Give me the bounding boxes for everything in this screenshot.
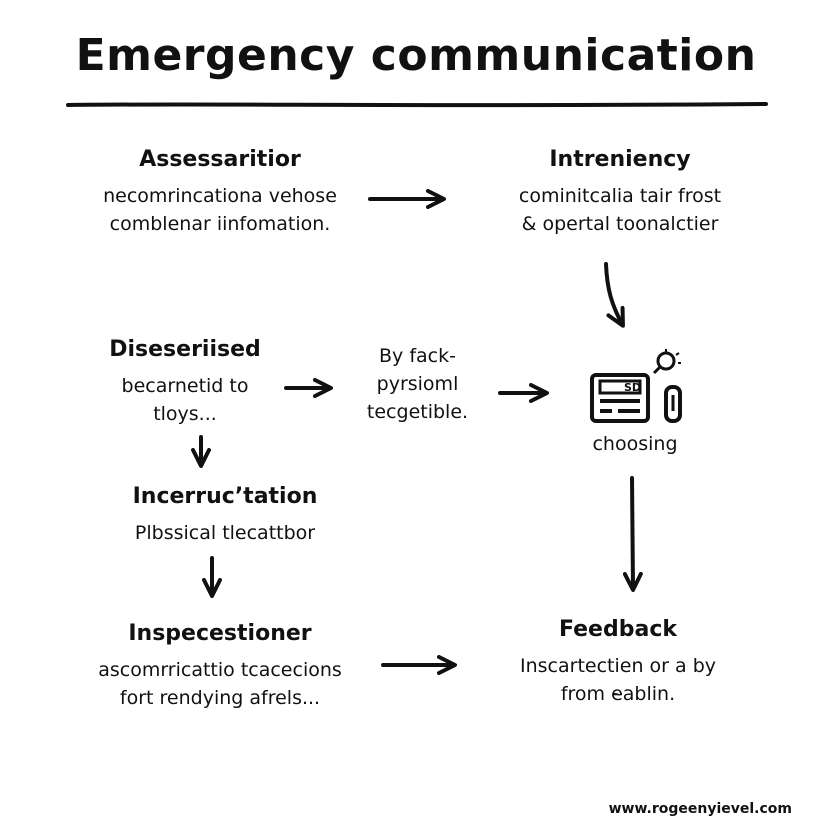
arrow-device-to-feedback xyxy=(622,476,643,592)
node-feedback: Feedback Inscartectien or a by from e̴ab… xyxy=(498,616,738,708)
title-underline xyxy=(66,102,768,108)
node-inspecestioner-line-1: ascomrricattio tcacecions xyxy=(98,659,342,681)
node-byfack-text: By fack- pyrsioml tecgetible. xyxy=(345,342,490,426)
radio-device-icon: SD xyxy=(590,349,682,423)
node-incerructation-title: Incerrucʼtation xyxy=(132,484,318,509)
node-intreniency-line-2: & opertal toonalctier xyxy=(521,213,719,235)
node-disesriised-line-1: becarnetid to xyxy=(121,375,249,397)
node-incerructation-text: Plbssical tlecattbor xyxy=(100,519,350,547)
node-assessment-line-1: necomrincationa vehose xyxy=(103,185,337,207)
arrow-intreniency-to-device xyxy=(604,262,625,328)
node-assessment: Assessaritior necomrincationa vehose com… xyxy=(80,146,360,238)
node-disesriised-line-2: tloys... xyxy=(153,403,217,425)
device-label: choosing xyxy=(592,433,678,455)
node-disesriised-text: becarnetid to tloys... xyxy=(90,372,280,428)
diagram-title: Emergency communication xyxy=(75,30,757,81)
node-feedback-line-2: from e̴ablin. xyxy=(560,683,676,705)
node-intreniency-title: Intreniency xyxy=(549,147,691,172)
node-byfack-line-1: By fack- xyxy=(379,345,456,367)
node-assessment-line-2: comblenar iinfomation. xyxy=(109,213,331,235)
node-byfack-line-3: tecgetible. xyxy=(366,401,469,423)
node-intreniency: Intreniency cominitcalia tair frost & op… xyxy=(470,146,770,238)
node-assessment-text: necomrincationa vehose comblenar iinfoma… xyxy=(80,182,360,238)
node-inspecestioner-text: ascomrricattio tcacecions fort rendying … xyxy=(75,656,365,712)
node-inspecestioner: Inspecestioner ascomrricattio tcacecions… xyxy=(75,620,365,712)
node-inspecestioner-line-2: fort rendying afrels... xyxy=(119,687,321,709)
node-disesriised-title: Diseseriised xyxy=(109,337,261,362)
node-incerructation-line-1: Plbssical tlecattbor xyxy=(134,522,316,544)
node-inspecestioner-title: Inspecestioner xyxy=(128,621,312,646)
node-disesriised: Diseseriised becarnetid to tloys... xyxy=(90,336,280,428)
node-intreniency-text: cominitcalia tair frost & opertal toonal… xyxy=(470,182,770,238)
footer-url[interactable]: www.rogeenyievel.com xyxy=(608,801,792,817)
node-feedback-title: Feedback xyxy=(559,617,677,642)
device-screen-text: SD xyxy=(624,381,641,394)
node-feedback-line-1: Inscartectien or a by xyxy=(520,655,716,677)
node-assessment-title: Assessaritior xyxy=(139,147,301,172)
node-intreniency-line-1: cominitcalia tair frost xyxy=(518,185,722,207)
node-incerructation: Incerrucʼtation Plbssical tlecattbor xyxy=(100,483,350,547)
node-feedback-text: Inscartectien or a by from e̴ablin. xyxy=(498,652,738,708)
node-byfack-line-2: pyrsioml xyxy=(376,373,459,395)
node-byfack: By fack- pyrsioml tecgetible. xyxy=(345,342,490,426)
